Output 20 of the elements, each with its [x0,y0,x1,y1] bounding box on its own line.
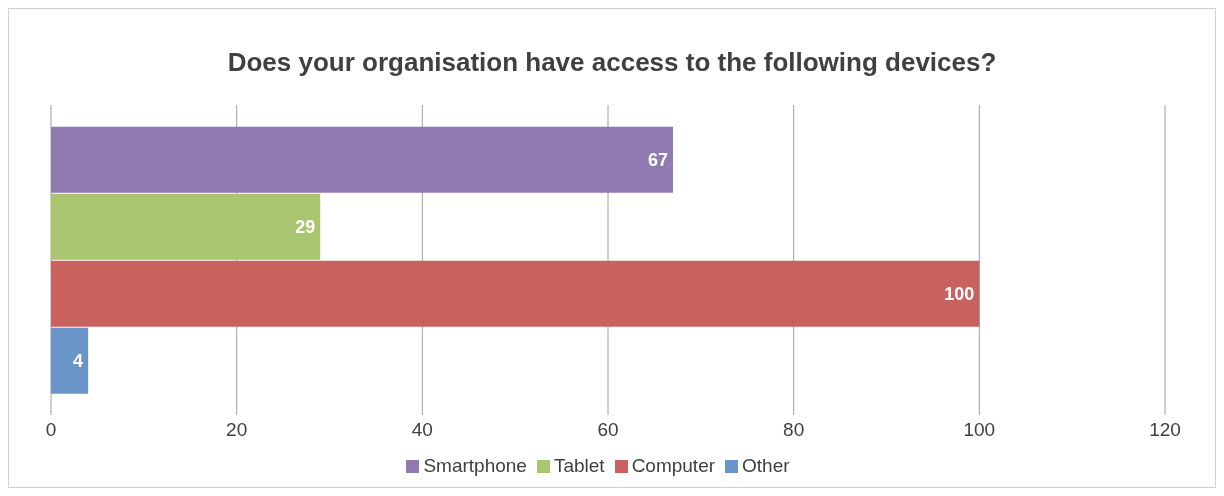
data-label: 29 [295,217,316,238]
bar [51,126,673,193]
data-label: 100 [944,284,975,305]
data-label: 4 [73,351,84,372]
legend-label: Other [742,455,790,476]
x-tick-label: 120 [1149,419,1181,441]
x-tick-label: 40 [411,419,433,441]
bar [51,327,89,394]
x-tick-label: 80 [783,419,805,441]
legend-label: Tablet [553,455,605,476]
legend-label: Smartphone [423,455,527,476]
x-tick-label: 60 [597,419,619,441]
legend-label: Computer [631,455,716,476]
x-tick-label: 0 [45,419,57,441]
bar [51,260,980,327]
x-tick-label: 20 [226,419,248,441]
x-tick-label: 100 [963,419,996,441]
data-label: 67 [647,150,668,171]
bar [51,193,321,260]
chart-title: Does your organisation have access to the following devices? [226,46,998,79]
